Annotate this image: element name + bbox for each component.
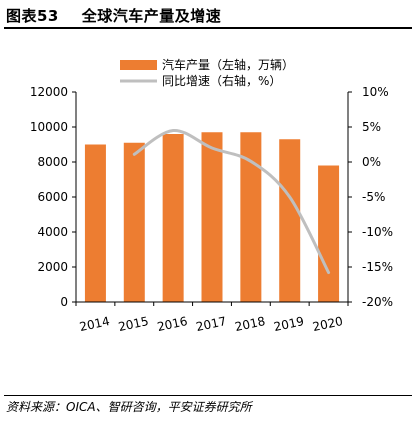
x-tick-label: 2018 xyxy=(234,314,267,334)
header-rule xyxy=(4,27,412,29)
left-tick-label: 10000 xyxy=(30,120,68,134)
left-tick-label: 12000 xyxy=(30,85,68,99)
x-tick-label: 2019 xyxy=(272,314,305,334)
legend-line-label: 同比增速（右轴，%） xyxy=(162,73,281,88)
x-tick-label: 2016 xyxy=(156,314,189,334)
x-tick-label: 2015 xyxy=(117,314,150,334)
bar-2020 xyxy=(318,165,340,302)
left-tick-label: 8000 xyxy=(37,155,68,169)
bar-2014 xyxy=(84,144,106,302)
right-tick-label: -5% xyxy=(362,190,385,204)
bar-2015 xyxy=(123,142,145,302)
x-tick-label: 2020 xyxy=(311,314,344,334)
source-note: 资料来源：OICA、智研咨询，平安证券研究所 xyxy=(6,400,252,414)
figure-header: 图表53 全球汽车产量及增速 xyxy=(4,0,412,28)
right-tick-label: -15% xyxy=(362,260,393,274)
legend-bar-swatch xyxy=(120,60,157,70)
x-tick-label: 2017 xyxy=(195,314,228,334)
right-tick-label: 10% xyxy=(362,85,389,99)
right-tick-label: -20% xyxy=(362,295,393,309)
growth-line xyxy=(132,128,331,275)
left-tick-label: 0 xyxy=(60,295,68,309)
right-tick-label: 0% xyxy=(362,155,381,169)
production-growth-chart: 0 2000 4000 6000 8000 10000 12000 -20% -15% -10% -… xyxy=(30,57,393,334)
right-tick-label: 5% xyxy=(362,120,381,134)
bar-2017 xyxy=(201,132,223,302)
left-tick-label: 2000 xyxy=(37,260,68,274)
bar-2016 xyxy=(162,134,184,302)
right-tick-label: -10% xyxy=(362,225,393,239)
footer-rule xyxy=(4,395,412,396)
bar-2018 xyxy=(240,132,262,302)
left-tick-label: 6000 xyxy=(37,190,68,204)
figure-title: 图表53 全球汽车产量及增速 xyxy=(6,7,222,25)
bar-2019 xyxy=(279,139,301,302)
legend-bar-label: 汽车产量（左轴，万辆） xyxy=(162,57,294,72)
left-tick-label: 4000 xyxy=(37,225,68,239)
x-tick-label: 2014 xyxy=(78,314,111,334)
